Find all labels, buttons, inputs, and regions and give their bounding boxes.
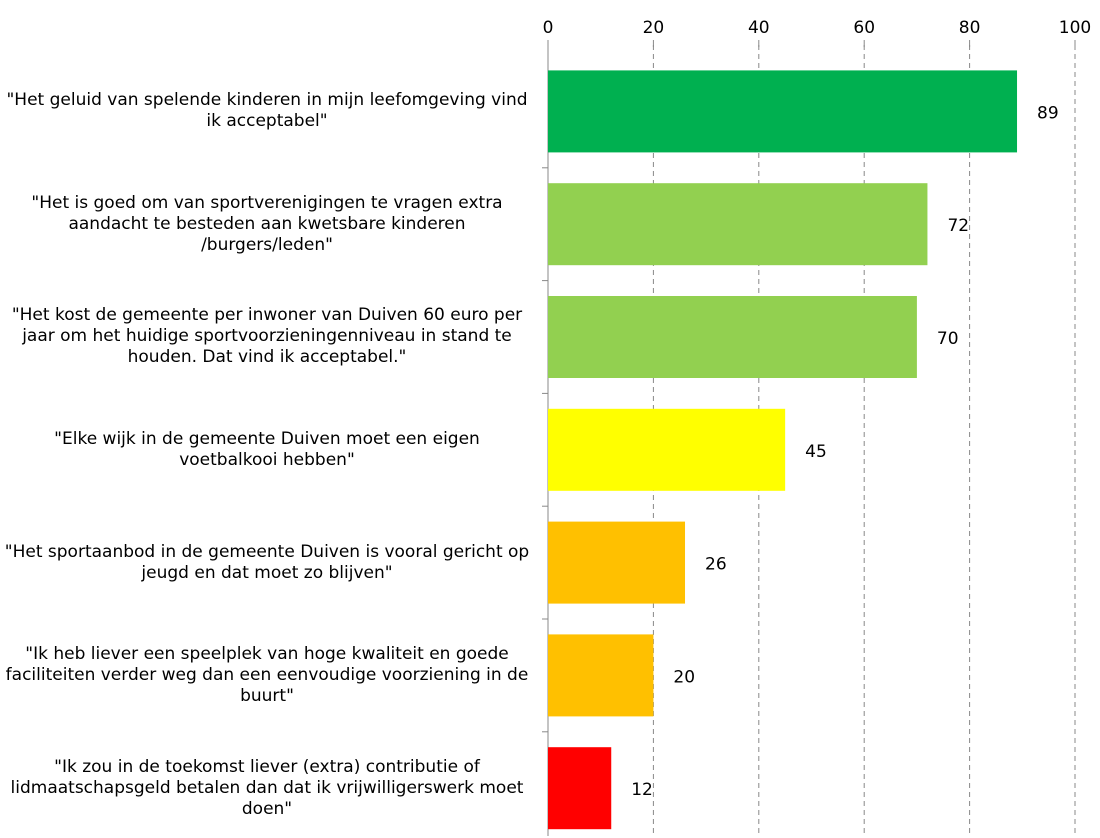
x-tick-label: 0 [543,18,554,38]
category-label: "Het geluid van spelende kinderen in mij… [6,90,528,132]
category-label: "Elke wijk in de gemeente Duiven moet ee… [54,428,480,470]
x-tick-label: 40 [748,18,770,38]
bar [548,747,612,830]
value-label: 89 [1037,103,1059,123]
category-label: "Ik heb liever een speelplek van hoge kw… [5,643,529,706]
category-label: "Het kost de gemeente per inwoner van Du… [11,305,523,368]
category-label: "Het is goed om van sportverenigingen te… [31,192,503,255]
bar [548,296,917,378]
value-label: 26 [705,555,727,575]
bar [548,183,928,266]
value-label: 45 [805,442,827,462]
bar [548,408,786,491]
bar [548,521,686,604]
x-tick-label: 80 [959,18,981,38]
value-label: 70 [937,329,959,349]
value-label: 20 [673,667,695,687]
x-tick-label: 100 [1059,18,1091,38]
bar [548,634,654,717]
x-tick-label: 60 [853,18,875,38]
value-label: 72 [947,216,969,236]
category-label: "Het sportaanbod in de gemeente Duiven i… [4,541,530,583]
value-label: 12 [631,780,653,800]
x-tick-label: 20 [643,18,665,38]
category-label: "Ik zou in de toekomst liever (extra) co… [10,756,524,819]
bar [548,70,1018,153]
